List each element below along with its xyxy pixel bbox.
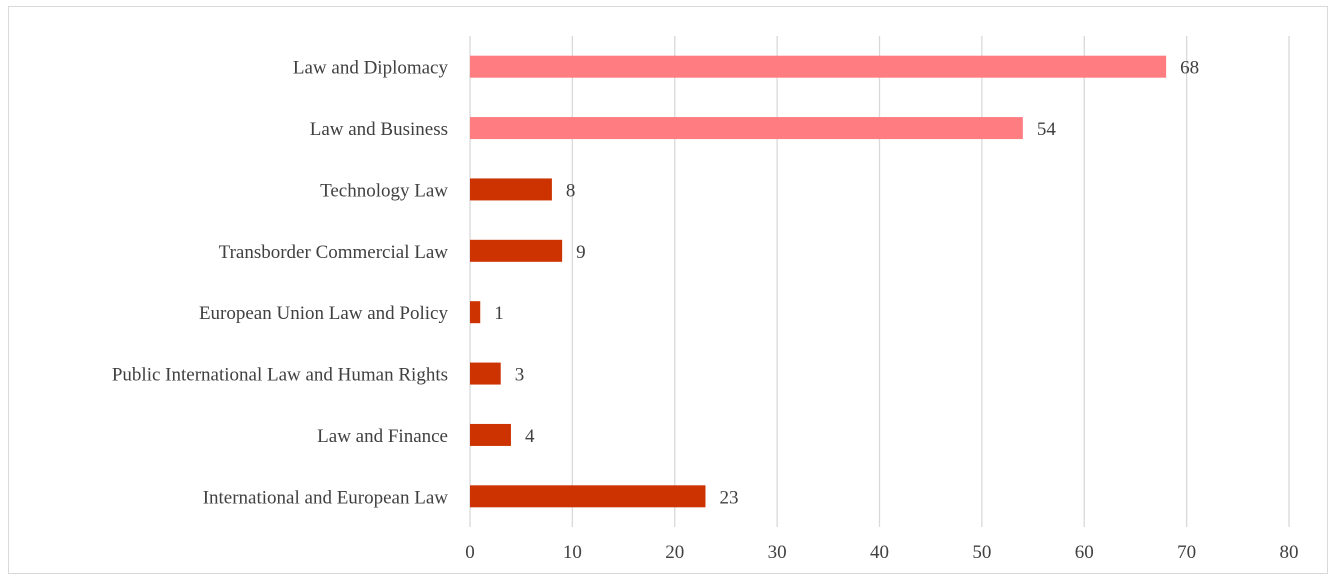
x-tick-label: 20: [665, 542, 684, 563]
data-labels: 68 54 8 9 1 3 4 23: [494, 58, 1199, 509]
x-tick-label: 70: [1177, 542, 1196, 563]
grid-layer: [469, 36, 1290, 527]
category-label: Law and Finance: [317, 426, 448, 447]
bar-law-and-business: [470, 117, 1023, 140]
bar-transborder-commercial-law: [470, 239, 563, 262]
data-label: 54: [1037, 119, 1057, 140]
category-label: Technology Law: [320, 180, 448, 201]
data-label: 1: [494, 303, 504, 324]
category-label: International and European Law: [203, 487, 449, 508]
category-label: Law and Diplomacy: [293, 58, 449, 79]
bar-law-and-diplomacy: [470, 55, 1167, 78]
data-label: 9: [576, 242, 586, 263]
category-label: Law and Business: [310, 119, 448, 140]
bar-european-union-law-and-policy: [470, 301, 481, 324]
x-tick-label: 0: [465, 542, 475, 563]
data-label: 4: [525, 426, 535, 447]
chart-frame: [8, 6, 1328, 574]
bar-public-international-law-and-human-rights: [470, 362, 501, 385]
x-tick-label: 10: [563, 542, 582, 563]
bar-international-and-european-law: [470, 485, 706, 508]
data-label: 8: [566, 180, 576, 201]
data-label: 23: [719, 487, 738, 508]
x-axis-ticks: 0 10 20 30 40 50 60 70 80: [465, 542, 1298, 563]
x-tick-label: 30: [768, 542, 787, 563]
data-label: 3: [515, 365, 525, 386]
data-label: 68: [1180, 58, 1199, 79]
bar-technology-law: [470, 178, 552, 201]
x-tick-label: 60: [1075, 542, 1094, 563]
x-tick-label: 40: [870, 542, 889, 563]
category-labels: Law and Diplomacy Law and Business Technol…: [112, 58, 449, 509]
x-tick-label: 80: [1280, 542, 1299, 563]
x-tick-label: 50: [972, 542, 991, 563]
category-label: Public International Law and Human Right…: [112, 365, 448, 386]
category-label: Transborder Commercial Law: [219, 242, 449, 263]
bar-layer: [470, 55, 1167, 508]
category-label: European Union Law and Policy: [199, 303, 449, 324]
bar-law-and-finance: [470, 423, 511, 446]
